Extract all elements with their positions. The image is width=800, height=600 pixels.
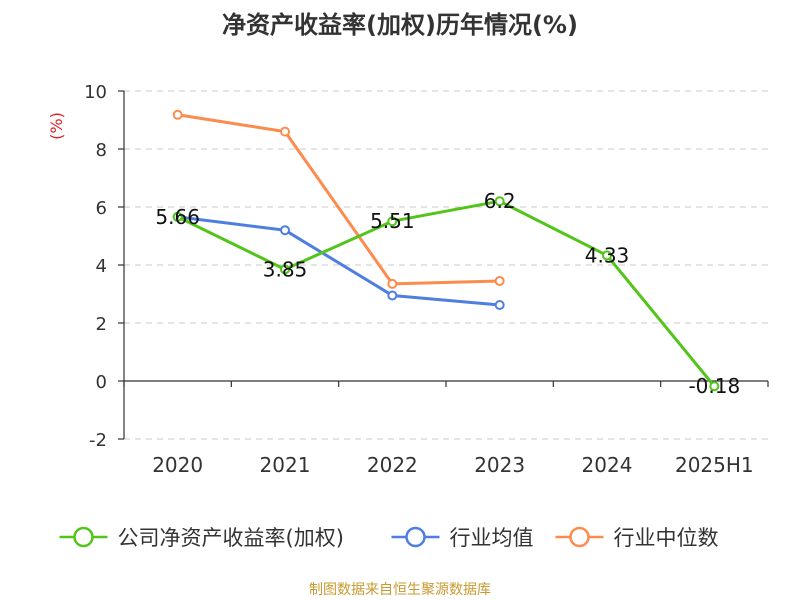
data-label: 3.85: [263, 257, 308, 281]
data-point: [280, 225, 290, 236]
y-tick-label: 4: [96, 256, 107, 277]
legend-label: 行业均值: [450, 526, 534, 550]
legend: 公司净资产收益率(加权) 行业均值 行业中位数: [59, 526, 719, 550]
y-tick-label: 8: [96, 140, 107, 161]
data-label: 5.51: [370, 209, 415, 233]
data-label: 4.33: [585, 243, 630, 267]
series-lines: [172, 109, 720, 392]
data-point: [494, 196, 505, 207]
legend-item: 行业均值: [391, 526, 534, 550]
source-note: 制图数据来自恒生聚源数据库: [309, 582, 491, 598]
data-label: -0.18: [688, 374, 740, 398]
data-point: [387, 216, 398, 227]
series-line: [177, 215, 500, 307]
data-point: [602, 250, 612, 261]
data-point: [280, 126, 290, 137]
x-tick-label: 2025H1: [675, 453, 754, 477]
series-line: [177, 199, 716, 388]
data-label: 6.2: [484, 189, 516, 213]
y-tick-label: 0: [96, 372, 107, 393]
legend-marker: [73, 526, 94, 548]
legend-marker: [405, 526, 426, 548]
data-point: [280, 264, 290, 275]
legend-label: 公司净资产收益率(加权): [118, 526, 344, 550]
chart-title: 净资产收益率(加权)历年情况(%): [222, 11, 578, 39]
legend-item: 公司净资产收益率(加权): [59, 526, 344, 550]
legend-label: 行业中位数: [614, 526, 719, 550]
data-point: [172, 109, 183, 120]
data-point: [387, 290, 398, 301]
legend-item: 行业中位数: [555, 526, 719, 550]
x-tick-label: 2020: [152, 453, 203, 477]
x-tick-label: 2021: [260, 453, 311, 477]
y-axis-unit-label: (%): [47, 112, 66, 140]
legend-marker: [569, 526, 590, 548]
data-point: [709, 381, 720, 392]
y-tick-label: 10: [84, 82, 107, 103]
data-point: [172, 211, 183, 222]
y-tick-label: 2: [96, 314, 107, 335]
data-point: [494, 300, 505, 311]
y-tick-label: -2: [89, 430, 107, 451]
x-tick-label: 2022: [367, 453, 418, 477]
y-tick-label: 6: [96, 198, 107, 219]
axes: -2 0 2 4 6 8 10 2020 2021 2022 2023 2024 2025H1: [84, 82, 769, 477]
data-point: [387, 278, 398, 289]
series-line: [177, 113, 500, 286]
data-point: [494, 275, 505, 286]
data-label: 5.66: [155, 205, 200, 229]
grid-lines: [124, 90, 768, 440]
x-tick-label: 2024: [582, 453, 633, 477]
x-tick-label: 2023: [474, 453, 525, 477]
data-labels: 5.66 3.85 5.51 6.2 4.33 -0.18: [155, 189, 740, 398]
